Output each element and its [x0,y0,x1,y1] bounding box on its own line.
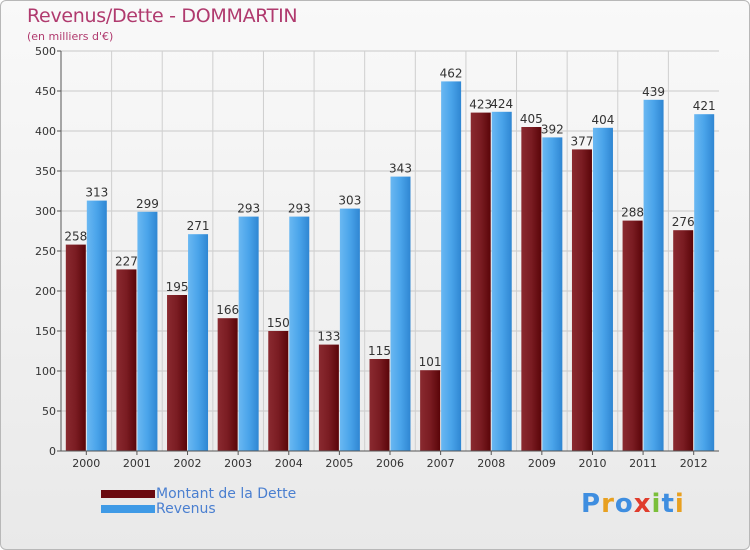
bar-revenus [188,234,209,451]
grid-layer [61,50,719,452]
legend-swatch-dette [101,490,155,498]
y-tick-label: 400 [35,125,56,138]
labels-layer: 258 313 227 299 195 271 166 293 150 293 133 303 115 3… [64,66,715,369]
brand-letter: i [674,489,685,519]
y-tick-label: 100 [35,365,56,378]
y-tick-label: 200 [35,285,56,298]
legend-swatch-revenus [101,505,155,513]
x-tick-label: 2011 [629,457,657,470]
brand-letter: o [614,489,634,519]
bar-revenus [441,81,462,452]
bar-dette [470,112,491,451]
axes-layer: 0 50 100 150 200 250 300 350 400 450 500 2000 2001 20… [35,45,719,470]
bar-dette [116,269,137,451]
bar-revenus [694,114,715,451]
bar-dette [420,370,441,451]
bar-dette [268,331,289,451]
bar-dette [521,127,542,451]
bar-dette [673,230,694,451]
y-tick-label: 0 [49,445,56,458]
brand-letter: i [651,489,662,519]
bars-layer [65,81,715,452]
x-tick-label: 2010 [578,457,606,470]
y-tick-label: 500 [35,45,56,58]
bar-dette [369,359,390,451]
data-label: 343 [389,162,412,176]
bar-revenus [643,99,664,452]
bar-dette [571,149,592,451]
data-label: 101 [419,355,442,369]
data-label: 439 [642,85,665,99]
data-label: 421 [693,99,716,113]
data-label: 293 [237,202,260,216]
data-label: 166 [216,303,239,317]
bar-dette [167,295,188,451]
y-tick-label: 250 [35,245,56,258]
data-label: 293 [288,202,311,216]
data-label: 288 [621,206,644,220]
x-tick-label: 2002 [174,457,202,470]
x-tick-label: 2001 [123,457,151,470]
y-tick-label: 300 [35,205,56,218]
x-tick-label: 2012 [680,457,708,470]
bar-revenus [137,211,158,451]
bar-revenus [339,208,360,451]
y-tick-label: 450 [35,85,56,98]
data-label: 271 [187,219,210,233]
bar-revenus [289,216,310,451]
bar-revenus [542,137,563,451]
brand-letter: x [633,489,652,519]
chart-subtitle: (en milliers d'€) [27,30,114,43]
brand-letter: r [601,489,615,519]
data-label: 462 [440,66,463,80]
data-label: 377 [571,134,594,148]
x-tick-label: 2008 [477,457,505,470]
brand-letter: P [581,489,602,519]
data-label: 299 [136,197,159,211]
bar-revenus [86,200,107,451]
legend-label-revenus: Revenus [156,501,216,517]
bar-dette [318,344,339,451]
data-label: 303 [338,194,361,208]
x-tick-label: 2004 [275,457,303,470]
data-label: 115 [368,344,391,358]
chart-title: Revenus/Dette - DOMMARTIN [27,5,298,27]
y-tick-label: 350 [35,165,56,178]
legend-label-dette: Montant de la Dette [156,486,297,502]
brand-letter: t [661,489,675,519]
bar-dette [622,220,643,451]
data-label: 423 [469,98,492,112]
proxiti-logo: Proxiti [581,489,685,519]
bar-revenus [238,216,259,451]
bar-revenus [491,111,512,452]
data-label: 276 [672,215,695,229]
x-tick-label: 2006 [376,457,404,470]
x-tick-label: 2000 [72,457,100,470]
data-label: 313 [85,186,108,200]
data-label: 405 [520,112,543,126]
x-tick-label: 2009 [528,457,556,470]
data-label: 258 [64,230,87,244]
data-label: 150 [267,316,290,330]
bar-dette [217,318,238,451]
x-tick-label: 2005 [325,457,353,470]
y-tick-label: 150 [35,325,56,338]
data-label: 404 [592,113,615,127]
data-label: 195 [166,280,189,294]
data-label: 227 [115,254,138,268]
bar-revenus [390,176,411,451]
data-label: 424 [490,97,513,111]
x-tick-label: 2007 [427,457,455,470]
data-label: 392 [541,122,564,136]
x-tick-label: 2003 [224,457,252,470]
bar-dette [65,244,86,451]
bar-revenus [592,127,613,452]
data-label: 133 [317,330,340,344]
y-tick-label: 50 [42,405,56,418]
